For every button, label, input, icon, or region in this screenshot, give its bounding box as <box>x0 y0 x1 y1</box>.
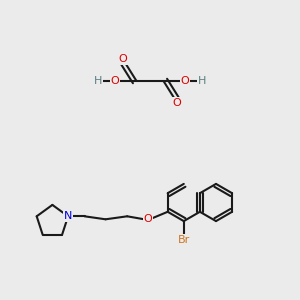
Text: O: O <box>110 76 119 86</box>
Text: H: H <box>94 76 103 86</box>
Text: O: O <box>172 98 182 108</box>
Text: O: O <box>144 214 153 224</box>
Text: N: N <box>64 211 72 221</box>
Text: O: O <box>181 76 190 86</box>
Text: H: H <box>197 76 206 86</box>
Text: Br: Br <box>178 235 190 245</box>
Text: O: O <box>118 54 127 64</box>
